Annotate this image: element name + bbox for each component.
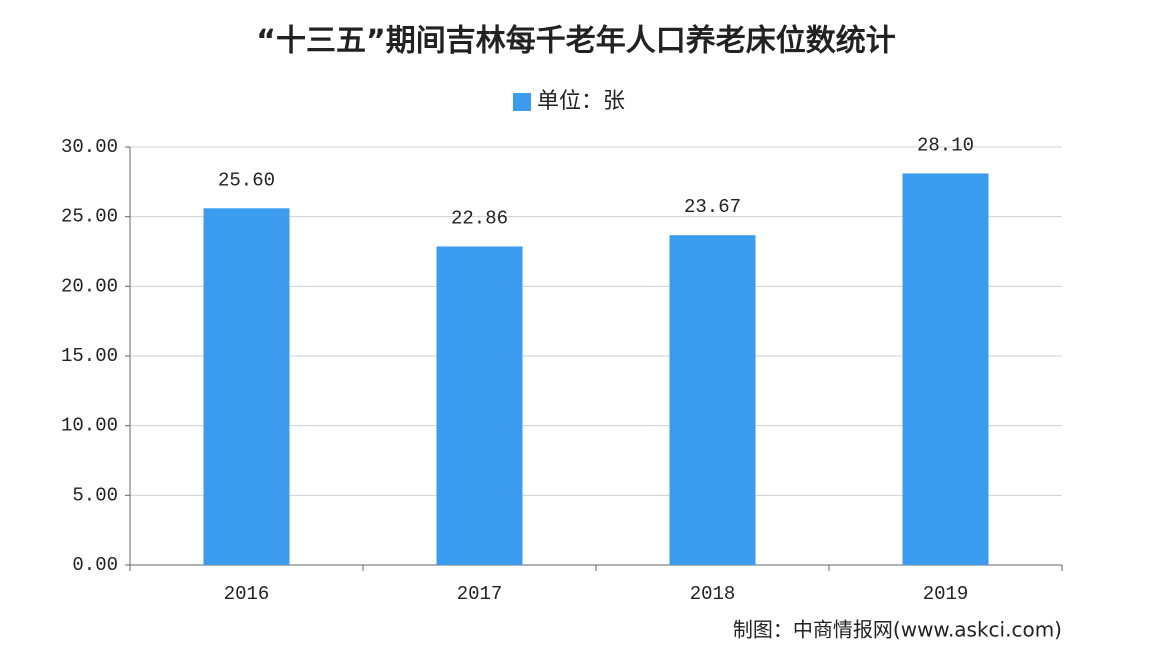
source-note: 制图：中商情报网(www.askci.com) bbox=[733, 618, 1062, 642]
legend-label: 单位：张 bbox=[537, 89, 625, 114]
data-label: 28.10 bbox=[917, 134, 974, 156]
data-label: 23.67 bbox=[684, 196, 741, 218]
x-tick-label: 2017 bbox=[457, 583, 503, 605]
bar bbox=[436, 246, 523, 565]
y-tick-label: 15.00 bbox=[61, 345, 118, 367]
x-tick-label: 2018 bbox=[690, 583, 736, 605]
data-label: 22.86 bbox=[451, 207, 508, 229]
y-tick-label: 10.00 bbox=[61, 415, 118, 437]
y-tick-label: 30.00 bbox=[61, 136, 118, 158]
y-tick-label: 5.00 bbox=[72, 484, 118, 506]
y-tick-label: 20.00 bbox=[61, 275, 118, 297]
x-tick-label: 2016 bbox=[224, 583, 270, 605]
x-tick-label: 2019 bbox=[923, 583, 969, 605]
bar bbox=[669, 235, 756, 565]
data-label: 25.60 bbox=[218, 169, 275, 191]
legend-swatch bbox=[513, 93, 531, 111]
y-tick-label: 25.00 bbox=[61, 206, 118, 228]
bar bbox=[902, 173, 989, 565]
y-tick-label: 0.00 bbox=[72, 554, 118, 576]
bar bbox=[203, 208, 290, 565]
chart-title: “十三五”期间吉林每千老年人口养老床位数统计 bbox=[256, 24, 895, 59]
